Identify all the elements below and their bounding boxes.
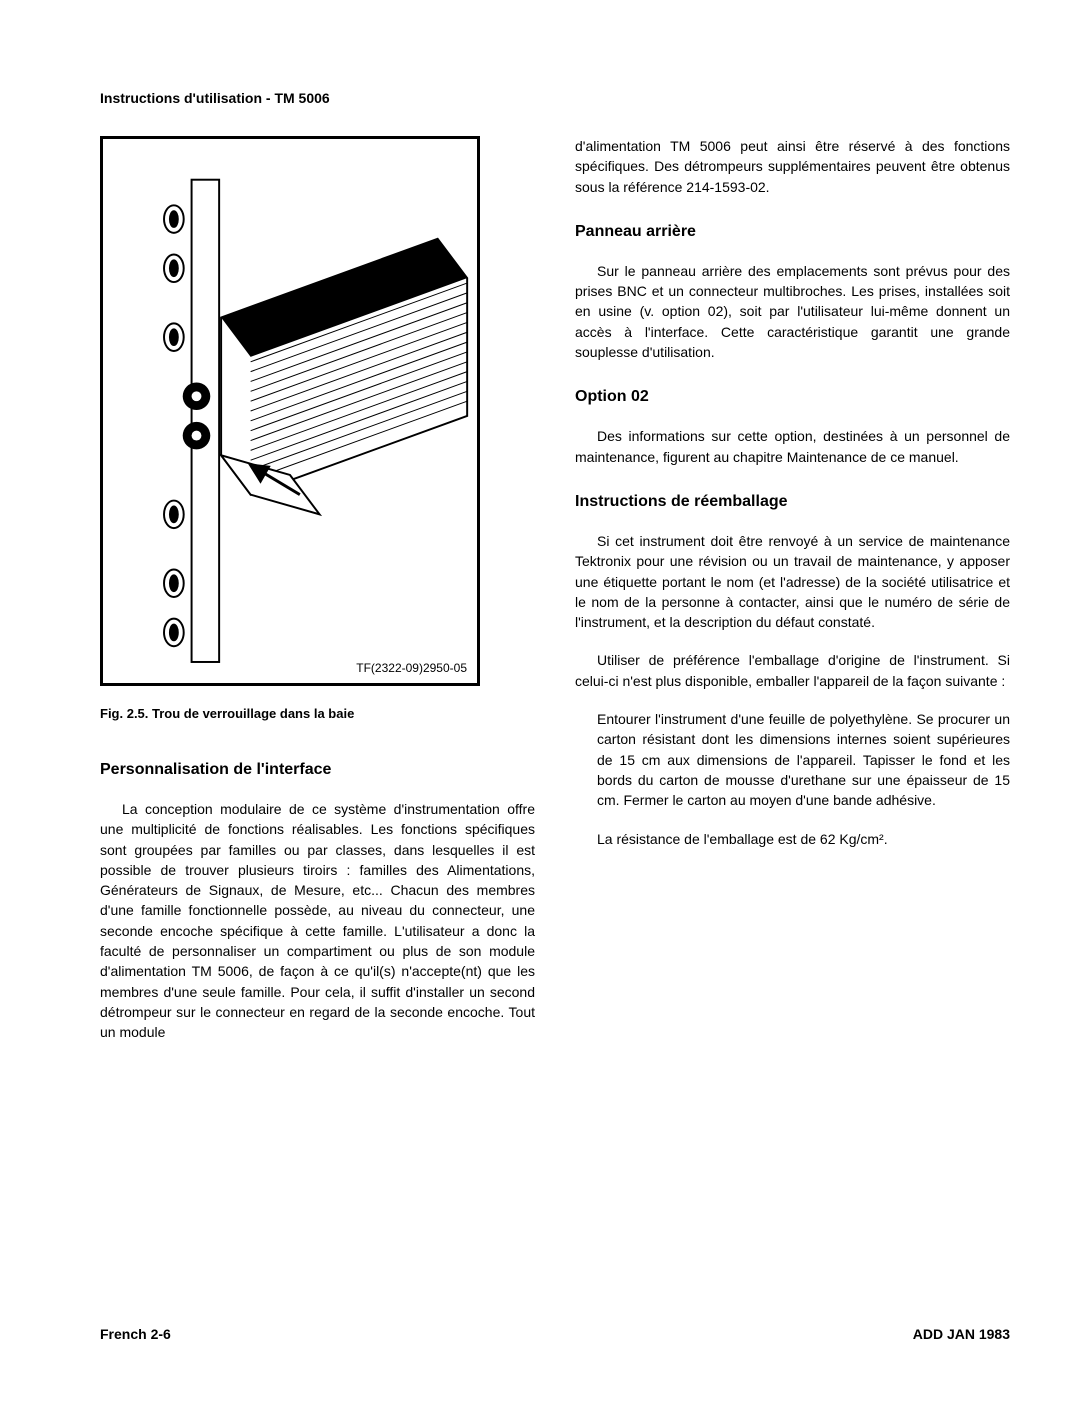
figure-illustration: TF(2322-09)2950-05 bbox=[100, 136, 480, 686]
section-option-p: Des informations sur cette option, desti… bbox=[575, 426, 1010, 467]
section-instructions-p4: La résistance de l'emballage est de 62 K… bbox=[575, 829, 1010, 849]
section-option-title: Option 02 bbox=[575, 388, 1010, 406]
left-column: TF(2322-09)2950-05 Fig. 2.5. Trou de ver… bbox=[100, 136, 535, 1061]
page-header: Instructions d'utilisation - TM 5006 bbox=[100, 90, 1010, 106]
section-instructions-p2: Utiliser de préférence l'emballage d'ori… bbox=[575, 650, 1010, 691]
figure-code: TF(2322-09)2950-05 bbox=[356, 661, 467, 675]
footer-right: ADD JAN 1983 bbox=[913, 1326, 1010, 1342]
page-footer: French 2-6 ADD JAN 1983 bbox=[100, 1326, 1010, 1342]
section-panneau-title: Panneau arrière bbox=[575, 223, 1010, 241]
footer-left: French 2-6 bbox=[100, 1326, 171, 1342]
section-instructions-title: Instructions de réemballage bbox=[575, 493, 1010, 511]
section-instructions-p3: Entourer l'instrument d'une feuille de p… bbox=[597, 709, 1010, 810]
figure-caption: Fig. 2.5. Trou de verrouillage dans la b… bbox=[100, 706, 535, 721]
content-columns: TF(2322-09)2950-05 Fig. 2.5. Trou de ver… bbox=[100, 136, 1010, 1061]
right-column: d'alimentation TM 5006 peut ainsi être r… bbox=[575, 136, 1010, 1061]
section-panneau-p: Sur le panneau arrière des emplacements … bbox=[575, 261, 1010, 362]
section-instructions-p1: Si cet instrument doit être renvoyé à un… bbox=[575, 531, 1010, 632]
continuation-paragraph: d'alimentation TM 5006 peut ainsi être r… bbox=[575, 136, 1010, 197]
section-personnalisation-p1: La conception modulaire de ce système d'… bbox=[100, 799, 535, 1043]
section-personnalisation-title: Personnalisation de l'interface bbox=[100, 761, 535, 779]
